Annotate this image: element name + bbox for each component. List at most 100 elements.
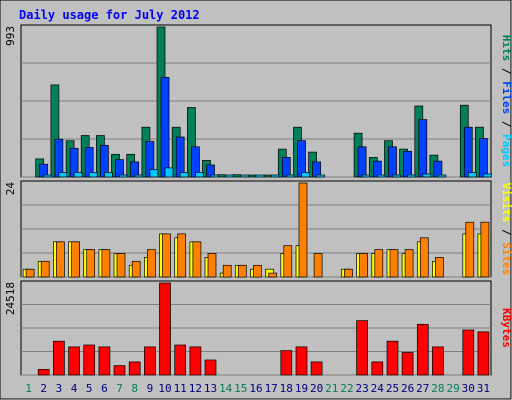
- bar-kbytes-day-8: [128, 361, 141, 376]
- middle-y-max-label: 24: [4, 182, 17, 196]
- bar-files-day-3: [54, 138, 64, 178]
- bar-pages-day-7: [119, 174, 128, 178]
- day-label-18: 18: [280, 382, 293, 395]
- bar-kbytes-day-26: [401, 352, 414, 376]
- middle-series-labels: Visits / Sites: [500, 183, 512, 276]
- bar-pages-day-16: [255, 174, 265, 178]
- bar-kbytes-day-27: [416, 323, 429, 376]
- bottom-series-labels: KBytes: [500, 308, 512, 348]
- bottom-panel: 24518 KBytes: [4, 280, 512, 376]
- bar-kbytes-day-24: [371, 361, 384, 376]
- bar-files-day-26: [403, 150, 412, 178]
- bar-pages-day-19: [301, 172, 310, 178]
- series-label-separator: /: [500, 222, 512, 242]
- day-label-1: 1: [25, 382, 32, 395]
- bar-pages-day-2: [43, 174, 53, 178]
- day-label-12: 12: [189, 382, 202, 395]
- series-label-separator: /: [500, 114, 512, 134]
- day-label-30: 30: [462, 382, 475, 395]
- bar-sites-day-18: [283, 245, 293, 278]
- bar-kbytes-day-5: [83, 344, 96, 376]
- bar-sites-day-31: [480, 221, 490, 278]
- bar-pages-day-3: [58, 172, 68, 178]
- bar-kbytes-day-7: [113, 365, 126, 376]
- bar-sites-day-17: [268, 272, 278, 278]
- bar-pages-day-12: [195, 172, 204, 178]
- bar-kbytes-day-13: [204, 359, 217, 376]
- day-label-16: 16: [249, 382, 262, 395]
- day-label-21: 21: [325, 382, 338, 395]
- bar-pages-day-30: [467, 172, 477, 178]
- day-label-13: 13: [204, 382, 217, 395]
- bar-sites-day-3: [56, 241, 65, 278]
- bar-sites-day-9: [147, 249, 156, 278]
- day-label-15: 15: [234, 382, 247, 395]
- bar-files-day-7: [115, 159, 124, 178]
- day-label-25: 25: [386, 382, 399, 395]
- bar-pages-day-17: [270, 174, 280, 178]
- series-label-hits: Hits: [500, 35, 512, 62]
- bar-sites-day-12: [192, 241, 202, 278]
- bar-kbytes-day-12: [189, 346, 202, 376]
- bar-pages-day-20: [316, 174, 325, 178]
- series-label-files: Files: [500, 81, 512, 114]
- bar-files-day-24: [372, 160, 382, 178]
- bar-kbytes-day-2: [37, 369, 50, 376]
- bar-sites-day-27: [419, 237, 429, 278]
- bar-sites-day-4: [71, 241, 80, 278]
- middle-panel: 24 Visits / Sites: [4, 180, 512, 278]
- bar-hits-day-16: [247, 174, 257, 178]
- bar-files-day-11: [175, 136, 185, 178]
- day-label-24: 24: [371, 382, 385, 395]
- day-label-5: 5: [86, 382, 93, 395]
- bar-kbytes-day-19: [295, 346, 308, 376]
- bar-sites-day-22: [344, 268, 353, 278]
- bar-sites-day-6: [101, 249, 111, 278]
- bar-sites-day-11: [177, 233, 187, 278]
- top-series-labels: Hits / Files / Pages: [500, 35, 512, 168]
- bar-pages-day-6: [104, 172, 113, 178]
- bar-pages-day-28: [437, 174, 447, 178]
- bar-pages-day-24: [376, 174, 386, 178]
- series-label-kbytes: KBytes: [500, 308, 512, 348]
- bar-pages-day-31: [483, 173, 492, 178]
- bar-kbytes-day-11: [174, 344, 187, 376]
- bar-files-day-19: [297, 140, 306, 178]
- day-label-27: 27: [416, 382, 429, 395]
- day-axis: 1 2 3 4 5 6 7 8 9 10 11 12 13 14 15 16 17 18 19 20 21 22 23 24 2…: [25, 382, 490, 395]
- bar-kbytes-day-3: [53, 340, 65, 376]
- bar-files-day-10: [160, 76, 170, 178]
- bar-pages-day-18: [285, 174, 295, 178]
- day-label-9: 9: [147, 382, 154, 395]
- bar-sites-day-13: [207, 253, 217, 278]
- bar-sites-day-26: [404, 249, 414, 278]
- bar-sites-day-1: [25, 268, 35, 278]
- bar-pages-day-15: [240, 174, 250, 178]
- bar-files-day-30: [463, 126, 473, 178]
- day-label-2: 2: [40, 382, 47, 395]
- bar-pages-day-4: [73, 172, 83, 178]
- bar-files-day-28: [433, 160, 443, 178]
- bar-pages-day-27: [422, 173, 432, 178]
- day-label-3: 3: [56, 382, 63, 395]
- top-panel: 993 Hits / Files / Pages: [4, 24, 512, 178]
- bar-sites-day-25: [389, 249, 399, 278]
- day-label-8: 8: [131, 382, 138, 395]
- top-y-max-label: 993: [4, 26, 17, 46]
- bar-sites-day-15: [237, 264, 247, 278]
- day-label-23: 23: [355, 382, 368, 395]
- bar-pages-day-8: [134, 174, 144, 178]
- series-label-sites: Sites: [500, 242, 512, 275]
- bar-pages-day-5: [88, 172, 98, 178]
- bar-kbytes-day-28: [432, 346, 444, 376]
- bar-pages-day-13: [210, 174, 219, 178]
- bar-sites-day-24: [374, 249, 384, 278]
- bar-kbytes-day-9: [144, 346, 156, 376]
- bar-hits-day-14: [217, 174, 227, 178]
- bar-pages-day-26: [407, 174, 416, 178]
- series-label-visits: Visits: [500, 183, 512, 223]
- day-label-19: 19: [295, 382, 308, 395]
- bar-files-day-25: [388, 146, 397, 178]
